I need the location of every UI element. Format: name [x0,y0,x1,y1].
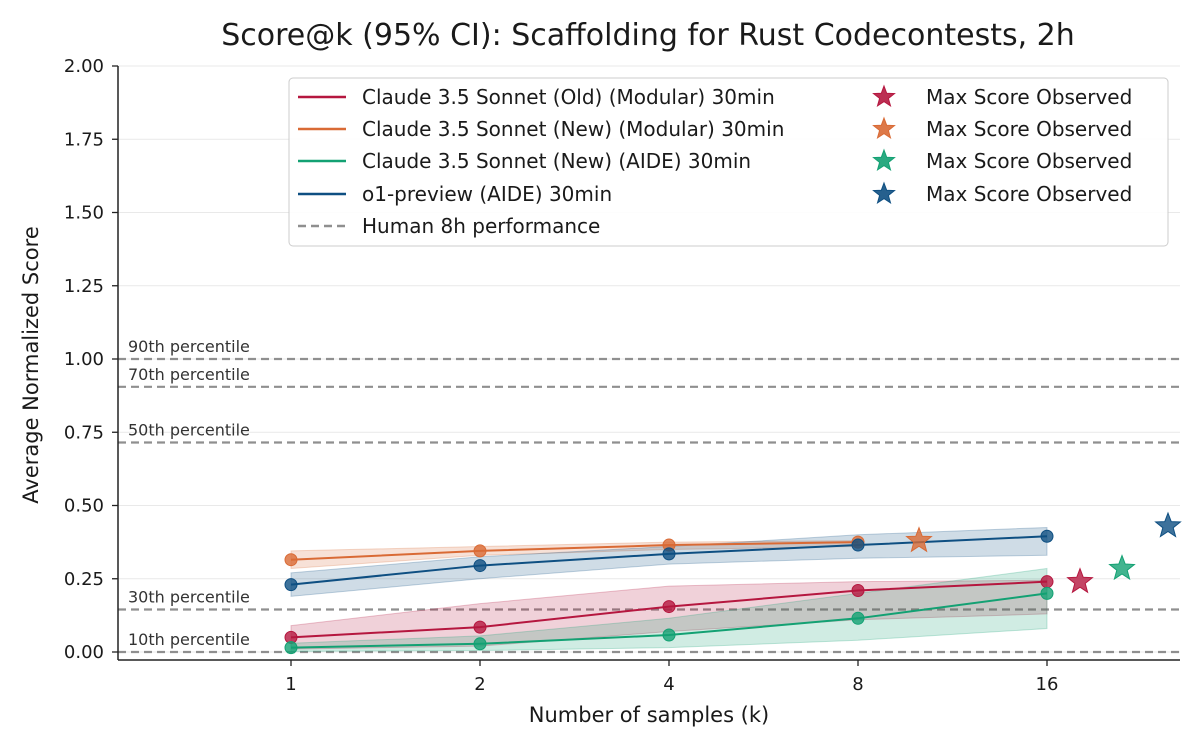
x-tick-label: 1 [285,674,296,695]
legend-max-score-label: Max Score Observed [926,117,1132,141]
legend-human-label: Human 8h performance [362,214,600,238]
data-point [473,620,487,634]
data-point [851,583,865,597]
data-point [662,628,676,642]
data-point [662,547,676,561]
legend-box [288,77,1169,247]
percentile-label: 70th percentile [128,365,250,384]
human-percentile-lines: 90th percentile 70th percentile 50th perce… [118,337,1180,654]
max-score-star [1154,511,1182,538]
legend-series-label: o1-preview (AIDE) 30min [362,182,612,206]
x-tick-label: 4 [663,674,674,695]
data-point [662,600,676,614]
legend-series-label: Claude 3.5 Sonnet (Old) (Modular) 30min [362,85,775,109]
data-point [851,538,865,552]
data-point [284,553,298,567]
data-point [851,611,865,625]
percentile-label: 50th percentile [128,421,250,440]
y-axis-label: Average Normalized Score [19,226,43,504]
y-tick-label: 1.00 [64,349,104,370]
legend-max-score-label: Max Score Observed [926,149,1132,173]
series-line [290,541,859,561]
data-point [473,559,487,573]
data-point [1040,529,1054,543]
percentile-label: 30th percentile [128,588,250,607]
x-tick-label: 8 [852,674,863,695]
x-axis-label: Number of samples (k) [529,703,769,727]
legend-max-score-label: Max Score Observed [926,85,1132,109]
y-tick-label: 0.00 [64,642,104,663]
max-score-stars [905,511,1182,594]
percentile-label: 10th percentile [128,630,250,649]
max-score-star [1108,554,1136,581]
data-point [1040,586,1054,600]
legend: Claude 3.5 Sonnet (Old) (Modular) 30min M… [288,77,1169,247]
data-point [284,641,298,655]
x-tick-label: 16 [1036,674,1059,695]
legend-star-swatch [872,84,896,108]
axes: 0.00 0.25 0.50 0.75 1.00 1.25 1.50 1.75 2.00 1 2 4 8… [64,56,1180,695]
legend-star-swatch [872,181,896,205]
y-tick-label: 0.50 [64,496,104,517]
data-point [284,578,298,592]
percentile-label: 90th percentile [128,337,250,356]
x-tick-label: 2 [474,674,485,695]
max-score-star [905,526,933,553]
y-tick-label: 0.25 [64,569,104,590]
max-score-star [1066,567,1094,594]
legend-max-score-label: Max Score Observed [926,182,1132,206]
y-tick-label: 0.75 [64,422,104,443]
y-tick-label: 2.00 [64,56,104,77]
y-tick-label: 1.75 [64,129,104,150]
y-tick-label: 1.50 [64,203,104,224]
y-tick-label: 1.25 [64,276,104,297]
ci-band [290,567,1048,652]
legend-star-swatch [872,116,896,140]
legend-star-swatch [872,148,896,172]
series-markers [284,529,1054,655]
data-point [1040,575,1054,589]
data-point [473,544,487,558]
legend-series-label: Claude 3.5 Sonnet (New) (AIDE) 30min [362,149,751,173]
legend-series-label: Claude 3.5 Sonnet (New) (Modular) 30min [362,117,784,141]
chart-title: Score@k (95% CI): Scaffolding for Rust C… [221,18,1075,53]
data-point [473,637,487,651]
